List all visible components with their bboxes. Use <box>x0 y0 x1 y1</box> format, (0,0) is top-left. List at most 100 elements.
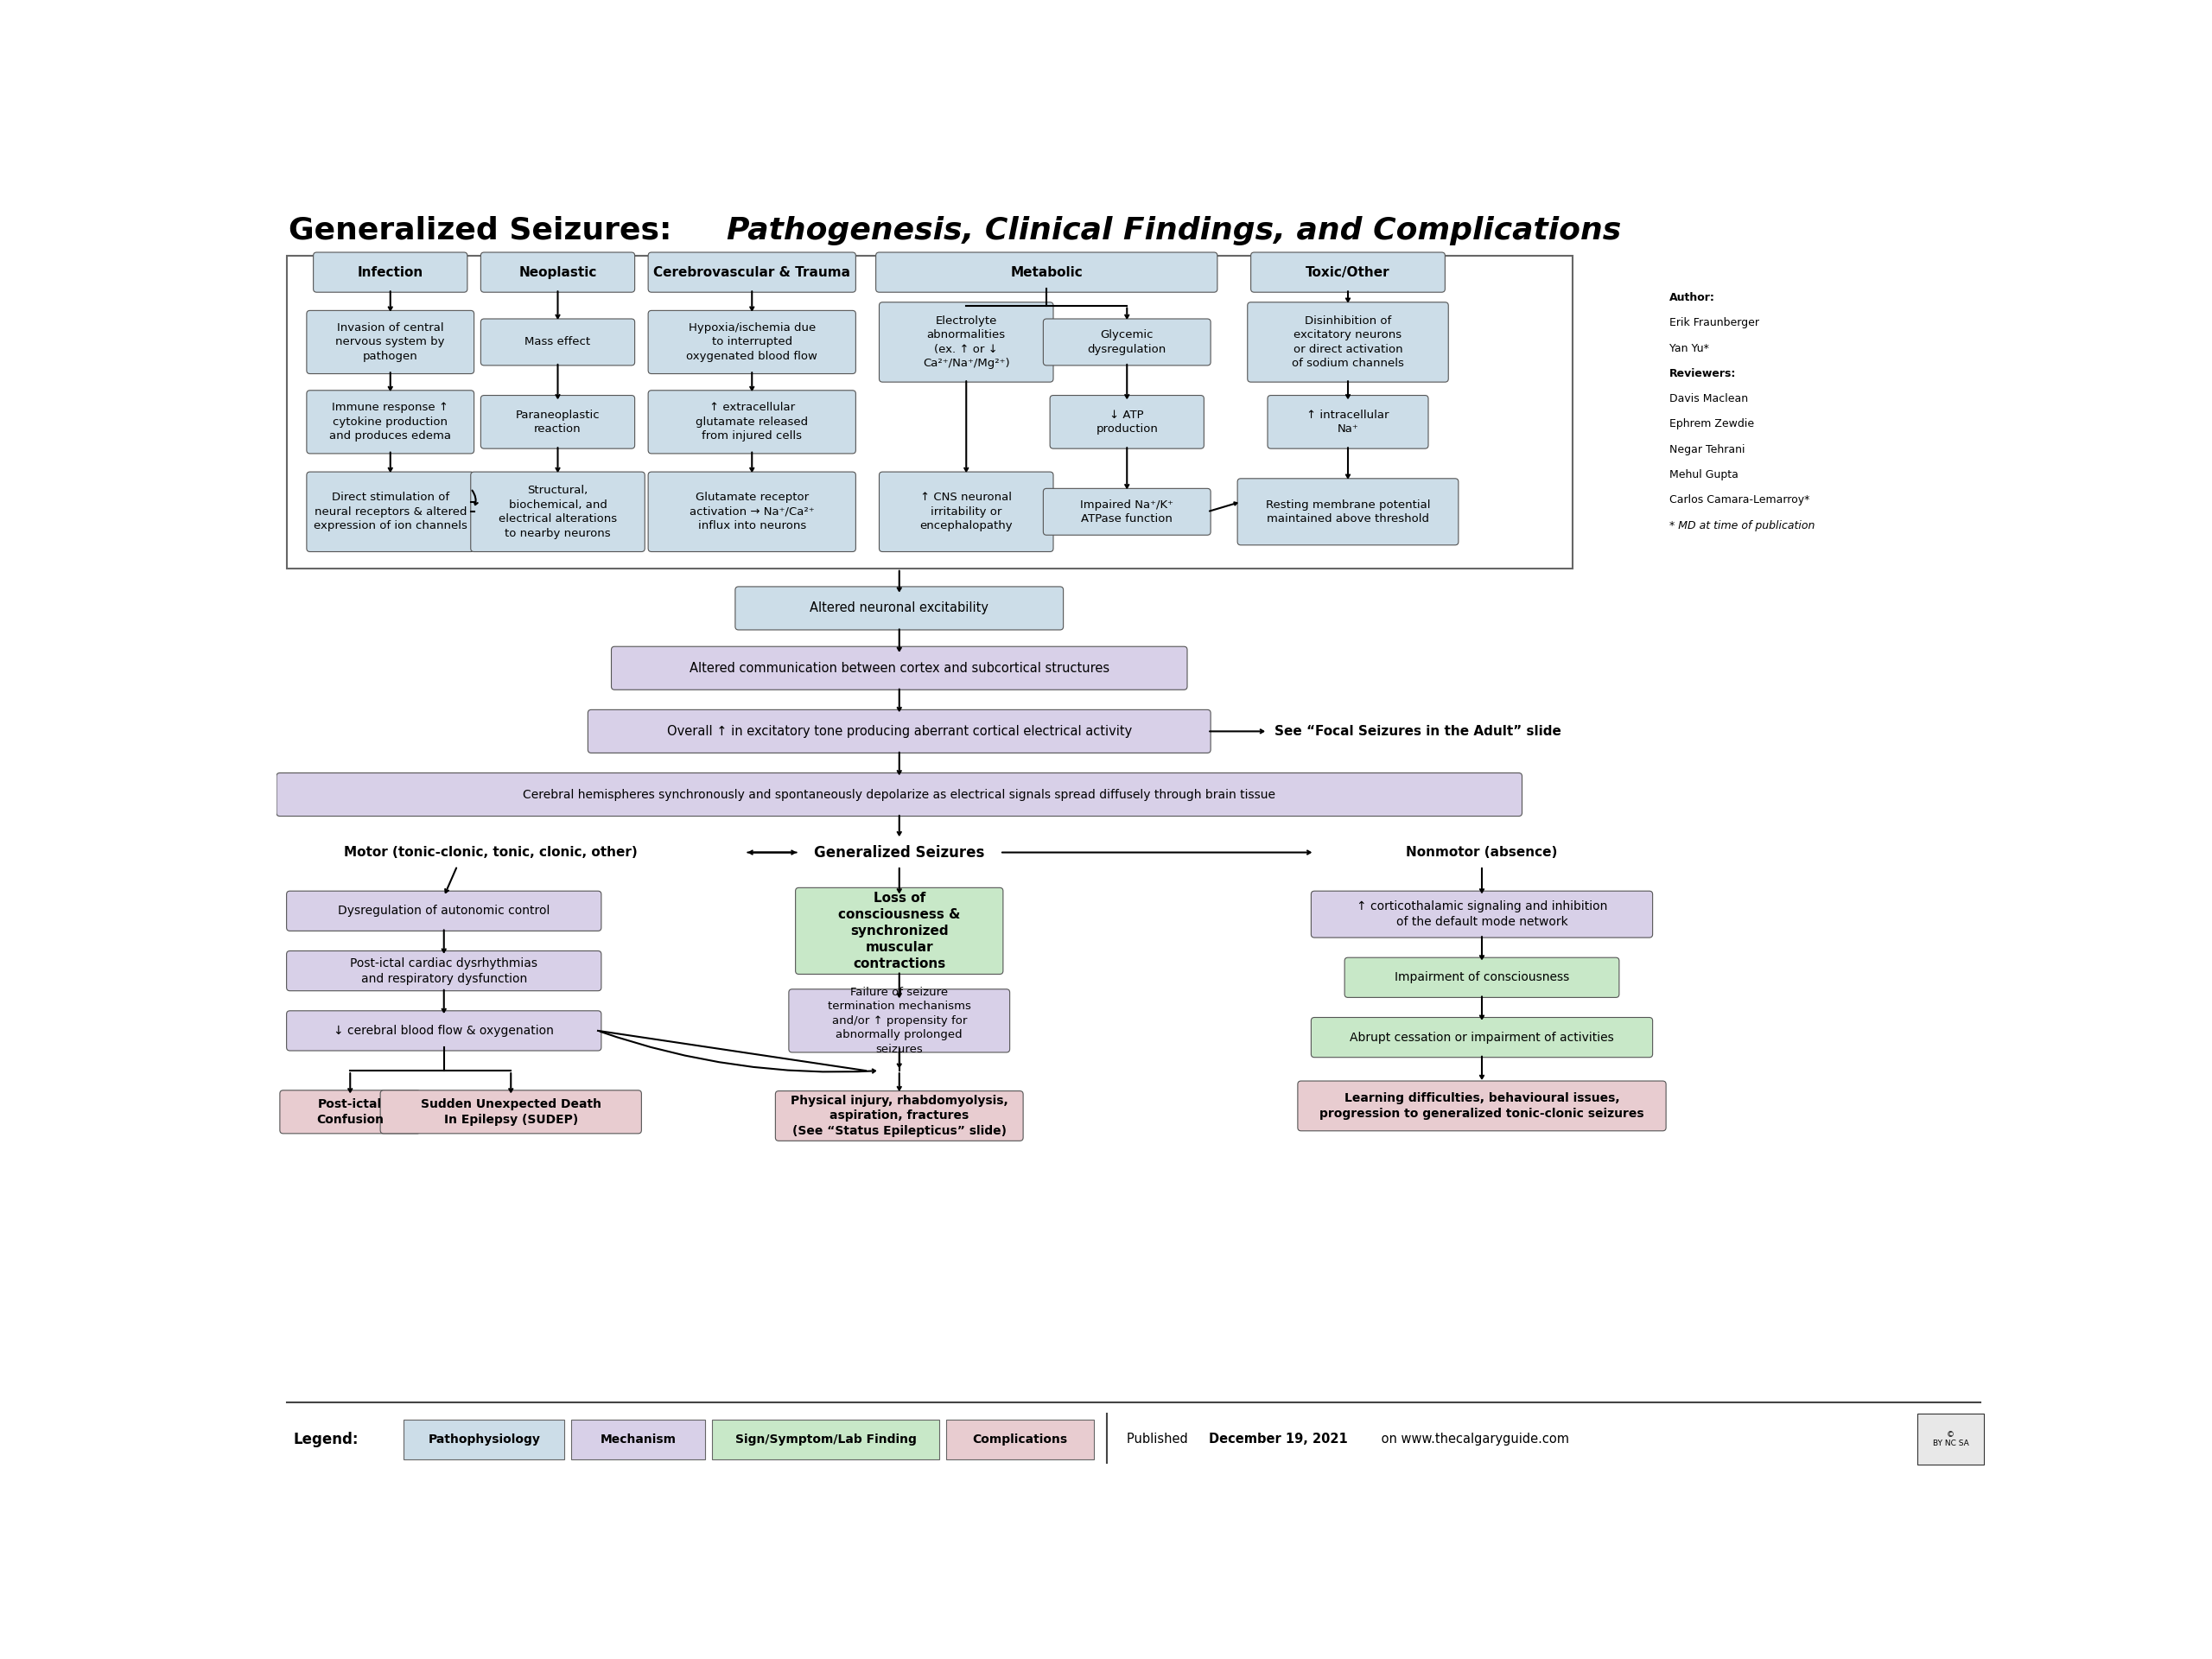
FancyBboxPatch shape <box>876 252 1217 292</box>
Text: Carlos Camara-Lemarroy*: Carlos Camara-Lemarroy* <box>1670 494 1809 506</box>
Text: Sudden Unexpected Death
In Epilepsy (SUDEP): Sudden Unexpected Death In Epilepsy (SUD… <box>420 1098 602 1126</box>
Text: ↑ CNS neuronal
irritability or
encephalopathy: ↑ CNS neuronal irritability or encephalo… <box>920 493 1013 531</box>
FancyBboxPatch shape <box>648 390 856 453</box>
Text: * MD at time of publication: * MD at time of publication <box>1670 519 1814 531</box>
Text: Erik Fraunberger: Erik Fraunberger <box>1670 317 1759 328</box>
FancyBboxPatch shape <box>288 891 602 931</box>
Text: ↓ ATP
production: ↓ ATP production <box>1095 410 1159 435</box>
Text: on www.thecalgaryguide.com: on www.thecalgaryguide.com <box>1378 1433 1568 1445</box>
Text: Physical injury, rhabdomyolysis,
aspiration, fractures
(See “Status Epilepticus”: Physical injury, rhabdomyolysis, aspirat… <box>790 1095 1009 1138</box>
Text: Metabolic: Metabolic <box>1011 265 1084 279</box>
FancyBboxPatch shape <box>878 471 1053 552</box>
Text: Direct stimulation of
neural receptors & altered
expression of ion channels: Direct stimulation of neural receptors &… <box>314 493 467 531</box>
FancyBboxPatch shape <box>648 471 856 552</box>
FancyBboxPatch shape <box>480 319 635 365</box>
Text: Abrupt cessation or impairment of activities: Abrupt cessation or impairment of activi… <box>1349 1032 1615 1044</box>
Text: Failure of seizure
termination mechanisms
and/or ↑ propensity for
abnormally pro: Failure of seizure termination mechanism… <box>827 987 971 1055</box>
FancyBboxPatch shape <box>480 252 635 292</box>
Text: Yan Yu*: Yan Yu* <box>1670 343 1710 353</box>
FancyBboxPatch shape <box>380 1090 641 1133</box>
FancyBboxPatch shape <box>314 252 467 292</box>
FancyBboxPatch shape <box>1298 1082 1666 1131</box>
Text: Resting membrane potential
maintained above threshold: Resting membrane potential maintained ab… <box>1265 499 1431 524</box>
Text: ↑ extracellular
glutamate released
from injured cells: ↑ extracellular glutamate released from … <box>697 401 807 441</box>
Text: Sign/Symptom/Lab Finding: Sign/Symptom/Lab Finding <box>734 1433 916 1445</box>
Text: Loss of
consciousness &
synchronized
muscular
contractions: Loss of consciousness & synchronized mus… <box>838 891 960 971</box>
FancyBboxPatch shape <box>405 1420 564 1460</box>
Text: Dysregulation of autonomic control: Dysregulation of autonomic control <box>338 904 551 917</box>
Text: Legend:: Legend: <box>294 1432 358 1447</box>
Text: Post-ictal cardiac dysrhythmias
and respiratory dysfunction: Post-ictal cardiac dysrhythmias and resp… <box>349 957 538 985</box>
Text: See “Focal Seizures in the Adult” slide: See “Focal Seizures in the Adult” slide <box>1274 725 1562 738</box>
Text: Disinhibition of
excitatory neurons
or direct activation
of sodium channels: Disinhibition of excitatory neurons or d… <box>1292 315 1405 368</box>
FancyBboxPatch shape <box>1345 957 1619 997</box>
Text: Glycemic
dysregulation: Glycemic dysregulation <box>1088 330 1166 355</box>
FancyBboxPatch shape <box>1267 395 1429 448</box>
FancyBboxPatch shape <box>734 587 1064 630</box>
FancyBboxPatch shape <box>1044 319 1210 365</box>
FancyBboxPatch shape <box>1918 1413 1984 1465</box>
Text: Nonmotor (absence): Nonmotor (absence) <box>1407 846 1557 859</box>
Text: Published: Published <box>1126 1433 1192 1445</box>
FancyBboxPatch shape <box>588 710 1210 753</box>
Text: Cerebral hemispheres synchronously and spontaneously depolarize as electrical si: Cerebral hemispheres synchronously and s… <box>522 788 1276 801</box>
Text: Impaired Na⁺/K⁺
ATPase function: Impaired Na⁺/K⁺ ATPase function <box>1079 499 1175 524</box>
Text: Mehul Gupta: Mehul Gupta <box>1670 469 1739 481</box>
Text: Post-ictal
Confusion: Post-ictal Confusion <box>316 1098 385 1126</box>
Text: Reviewers:: Reviewers: <box>1670 368 1736 380</box>
Text: Cerebrovascular & Trauma: Cerebrovascular & Trauma <box>653 265 849 279</box>
Text: Infection: Infection <box>358 265 422 279</box>
Text: December 19, 2021: December 19, 2021 <box>1208 1433 1347 1445</box>
Text: Generalized Seizures:: Generalized Seizures: <box>288 216 684 246</box>
Text: Author:: Author: <box>1670 292 1714 304</box>
Text: Glutamate receptor
activation → Na⁺/Ca²⁺
influx into neurons: Glutamate receptor activation → Na⁺/Ca²⁺… <box>690 493 814 531</box>
FancyBboxPatch shape <box>776 1092 1024 1141</box>
FancyBboxPatch shape <box>1312 1017 1652 1057</box>
Text: ↑ intracellular
Na⁺: ↑ intracellular Na⁺ <box>1307 410 1389 435</box>
Text: Structural,
biochemical, and
electrical alterations
to nearby neurons: Structural, biochemical, and electrical … <box>498 484 617 539</box>
Text: Negar Tehrani: Negar Tehrani <box>1670 445 1745 455</box>
Text: Impairment of consciousness: Impairment of consciousness <box>1394 972 1568 984</box>
FancyBboxPatch shape <box>878 302 1053 382</box>
FancyBboxPatch shape <box>1237 478 1458 546</box>
FancyBboxPatch shape <box>712 1420 940 1460</box>
FancyBboxPatch shape <box>480 395 635 448</box>
Text: Immune response ↑
cytokine production
and produces edema: Immune response ↑ cytokine production an… <box>330 401 451 441</box>
Text: Neoplastic: Neoplastic <box>518 265 597 279</box>
Text: Altered communication between cortex and subcortical structures: Altered communication between cortex and… <box>690 662 1108 675</box>
Text: Mechanism: Mechanism <box>599 1433 677 1445</box>
FancyBboxPatch shape <box>1250 252 1444 292</box>
FancyBboxPatch shape <box>648 310 856 373</box>
Text: Mass effect: Mass effect <box>524 337 591 348</box>
Text: Pathogenesis, Clinical Findings, and Complications: Pathogenesis, Clinical Findings, and Com… <box>726 216 1621 246</box>
Text: Motor (tonic-clonic, tonic, clonic, other): Motor (tonic-clonic, tonic, clonic, othe… <box>345 846 637 859</box>
FancyBboxPatch shape <box>307 471 473 552</box>
Text: ↓ cerebral blood flow & oxygenation: ↓ cerebral blood flow & oxygenation <box>334 1025 553 1037</box>
Text: Overall ↑ in excitatory tone producing aberrant cortical electrical activity: Overall ↑ in excitatory tone producing a… <box>666 725 1133 738</box>
Text: Generalized Seizures: Generalized Seizures <box>814 844 984 861</box>
FancyBboxPatch shape <box>307 310 473 373</box>
FancyBboxPatch shape <box>1312 891 1652 937</box>
FancyBboxPatch shape <box>281 1090 420 1133</box>
FancyBboxPatch shape <box>947 1420 1093 1460</box>
FancyBboxPatch shape <box>790 989 1009 1052</box>
FancyBboxPatch shape <box>1051 395 1203 448</box>
Text: Learning difficulties, behavioural issues,
progression to generalized tonic-clon: Learning difficulties, behavioural issue… <box>1321 1092 1644 1120</box>
Text: ↑ corticothalamic signaling and inhibition
of the default mode network: ↑ corticothalamic signaling and inhibiti… <box>1356 901 1608 927</box>
FancyBboxPatch shape <box>571 1420 706 1460</box>
FancyBboxPatch shape <box>288 1010 602 1050</box>
FancyBboxPatch shape <box>1248 302 1449 382</box>
Text: ©
BY NC SA: © BY NC SA <box>1933 1430 1969 1448</box>
FancyBboxPatch shape <box>611 647 1188 690</box>
FancyBboxPatch shape <box>796 888 1002 974</box>
Text: Altered neuronal excitability: Altered neuronal excitability <box>810 602 989 615</box>
Text: Invasion of central
nervous system by
pathogen: Invasion of central nervous system by pa… <box>336 322 445 362</box>
Text: Hypoxia/ischemia due
to interrupted
oxygenated blood flow: Hypoxia/ischemia due to interrupted oxyg… <box>686 322 818 362</box>
Text: Paraneoplastic
reaction: Paraneoplastic reaction <box>515 410 599 435</box>
Text: Complications: Complications <box>973 1433 1068 1445</box>
FancyBboxPatch shape <box>288 951 602 990</box>
FancyBboxPatch shape <box>1044 488 1210 536</box>
Text: Toxic/Other: Toxic/Other <box>1305 265 1389 279</box>
FancyBboxPatch shape <box>276 773 1522 816</box>
Text: Pathophysiology: Pathophysiology <box>427 1433 540 1445</box>
